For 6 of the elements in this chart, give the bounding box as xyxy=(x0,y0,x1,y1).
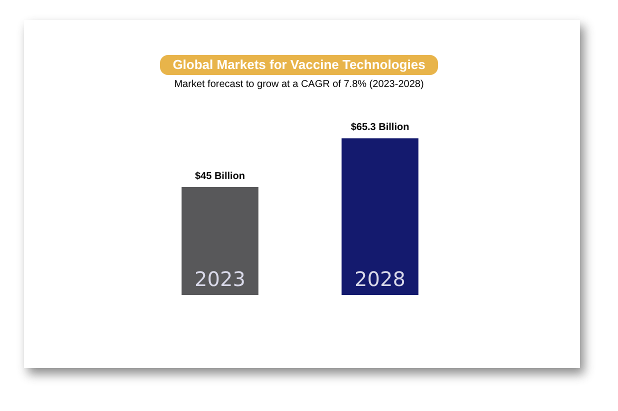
data-label: $45 Billion xyxy=(194,170,246,182)
chart-title: Global Markets for Vaccine Technologies xyxy=(160,55,438,75)
x-tick-label: 2028 xyxy=(354,267,406,292)
data-label: $65.3 Billion xyxy=(350,122,410,134)
chart-subtitle: Market forecast to grow at a CAGR of 7.8% (2023-2028) xyxy=(173,79,425,90)
x-tick-label: 2023 xyxy=(194,267,246,292)
